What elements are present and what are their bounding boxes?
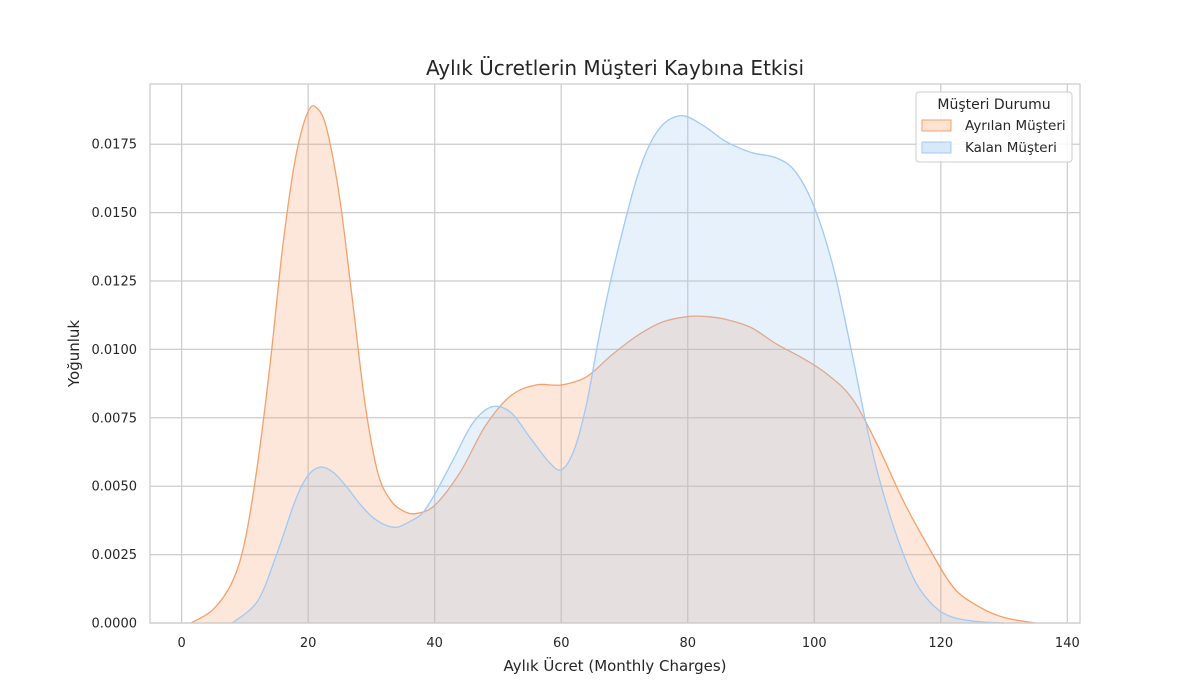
density-area-churned bbox=[191, 105, 1036, 623]
legend-label: Kalan Müşteri bbox=[965, 140, 1057, 156]
density-area-retained bbox=[232, 115, 1005, 623]
grid bbox=[150, 84, 1080, 624]
x-tick-label: 100 bbox=[802, 636, 827, 651]
x-tick-label: 120 bbox=[928, 636, 953, 651]
y-axis-ticks: 0.0000 0.0025 0.0050 0.0075 0.0100 0.0125 0.01… bbox=[92, 138, 138, 632]
density-line-retained bbox=[231, 114, 1005, 624]
x-tick-label: 40 bbox=[426, 636, 443, 651]
x-axis-label: Aylık Ücret (Monthly Charges) bbox=[503, 656, 726, 675]
legend: Müşteri Durumu Ayrılan Müşteri Kalan Müşt… bbox=[915, 91, 1073, 163]
x-tick-label: 60 bbox=[553, 636, 570, 651]
legend-label: Ayrılan Müşteri bbox=[965, 118, 1066, 134]
y-tick-label: 0.0025 bbox=[92, 548, 138, 563]
legend-box bbox=[915, 91, 1073, 163]
x-axis-ticks: 0 20 40 60 80 100 120 140 bbox=[177, 636, 1079, 651]
legend-swatch bbox=[921, 141, 952, 154]
density-line-churned bbox=[190, 105, 1036, 624]
chart-title: Aylık Ücretlerin Müşteri Kaybına Etkisi bbox=[426, 56, 804, 80]
legend-title: Müşteri Durumu bbox=[937, 97, 1050, 113]
x-tick-label: 140 bbox=[1055, 636, 1080, 651]
x-tick-label: 0 bbox=[177, 636, 185, 651]
y-tick-label: 0.0075 bbox=[92, 411, 138, 426]
y-tick-label: 0.0125 bbox=[92, 274, 138, 289]
density-areas bbox=[190, 105, 1036, 624]
plot-frame bbox=[149, 83, 1081, 624]
y-tick-label: 0.0050 bbox=[92, 480, 138, 495]
legend-items: Ayrılan Müşteri Kalan Müşteri bbox=[921, 118, 1066, 156]
y-axis-label: Yoğunluk bbox=[65, 320, 83, 389]
legend-swatch bbox=[921, 119, 952, 132]
y-tick-label: 0.0150 bbox=[92, 206, 138, 221]
y-tick-label: 0.0000 bbox=[92, 617, 138, 632]
y-tick-label: 0.0175 bbox=[92, 138, 138, 153]
x-tick-label: 20 bbox=[300, 636, 317, 651]
y-tick-label: 0.0100 bbox=[92, 343, 138, 358]
x-tick-label: 80 bbox=[679, 636, 696, 651]
